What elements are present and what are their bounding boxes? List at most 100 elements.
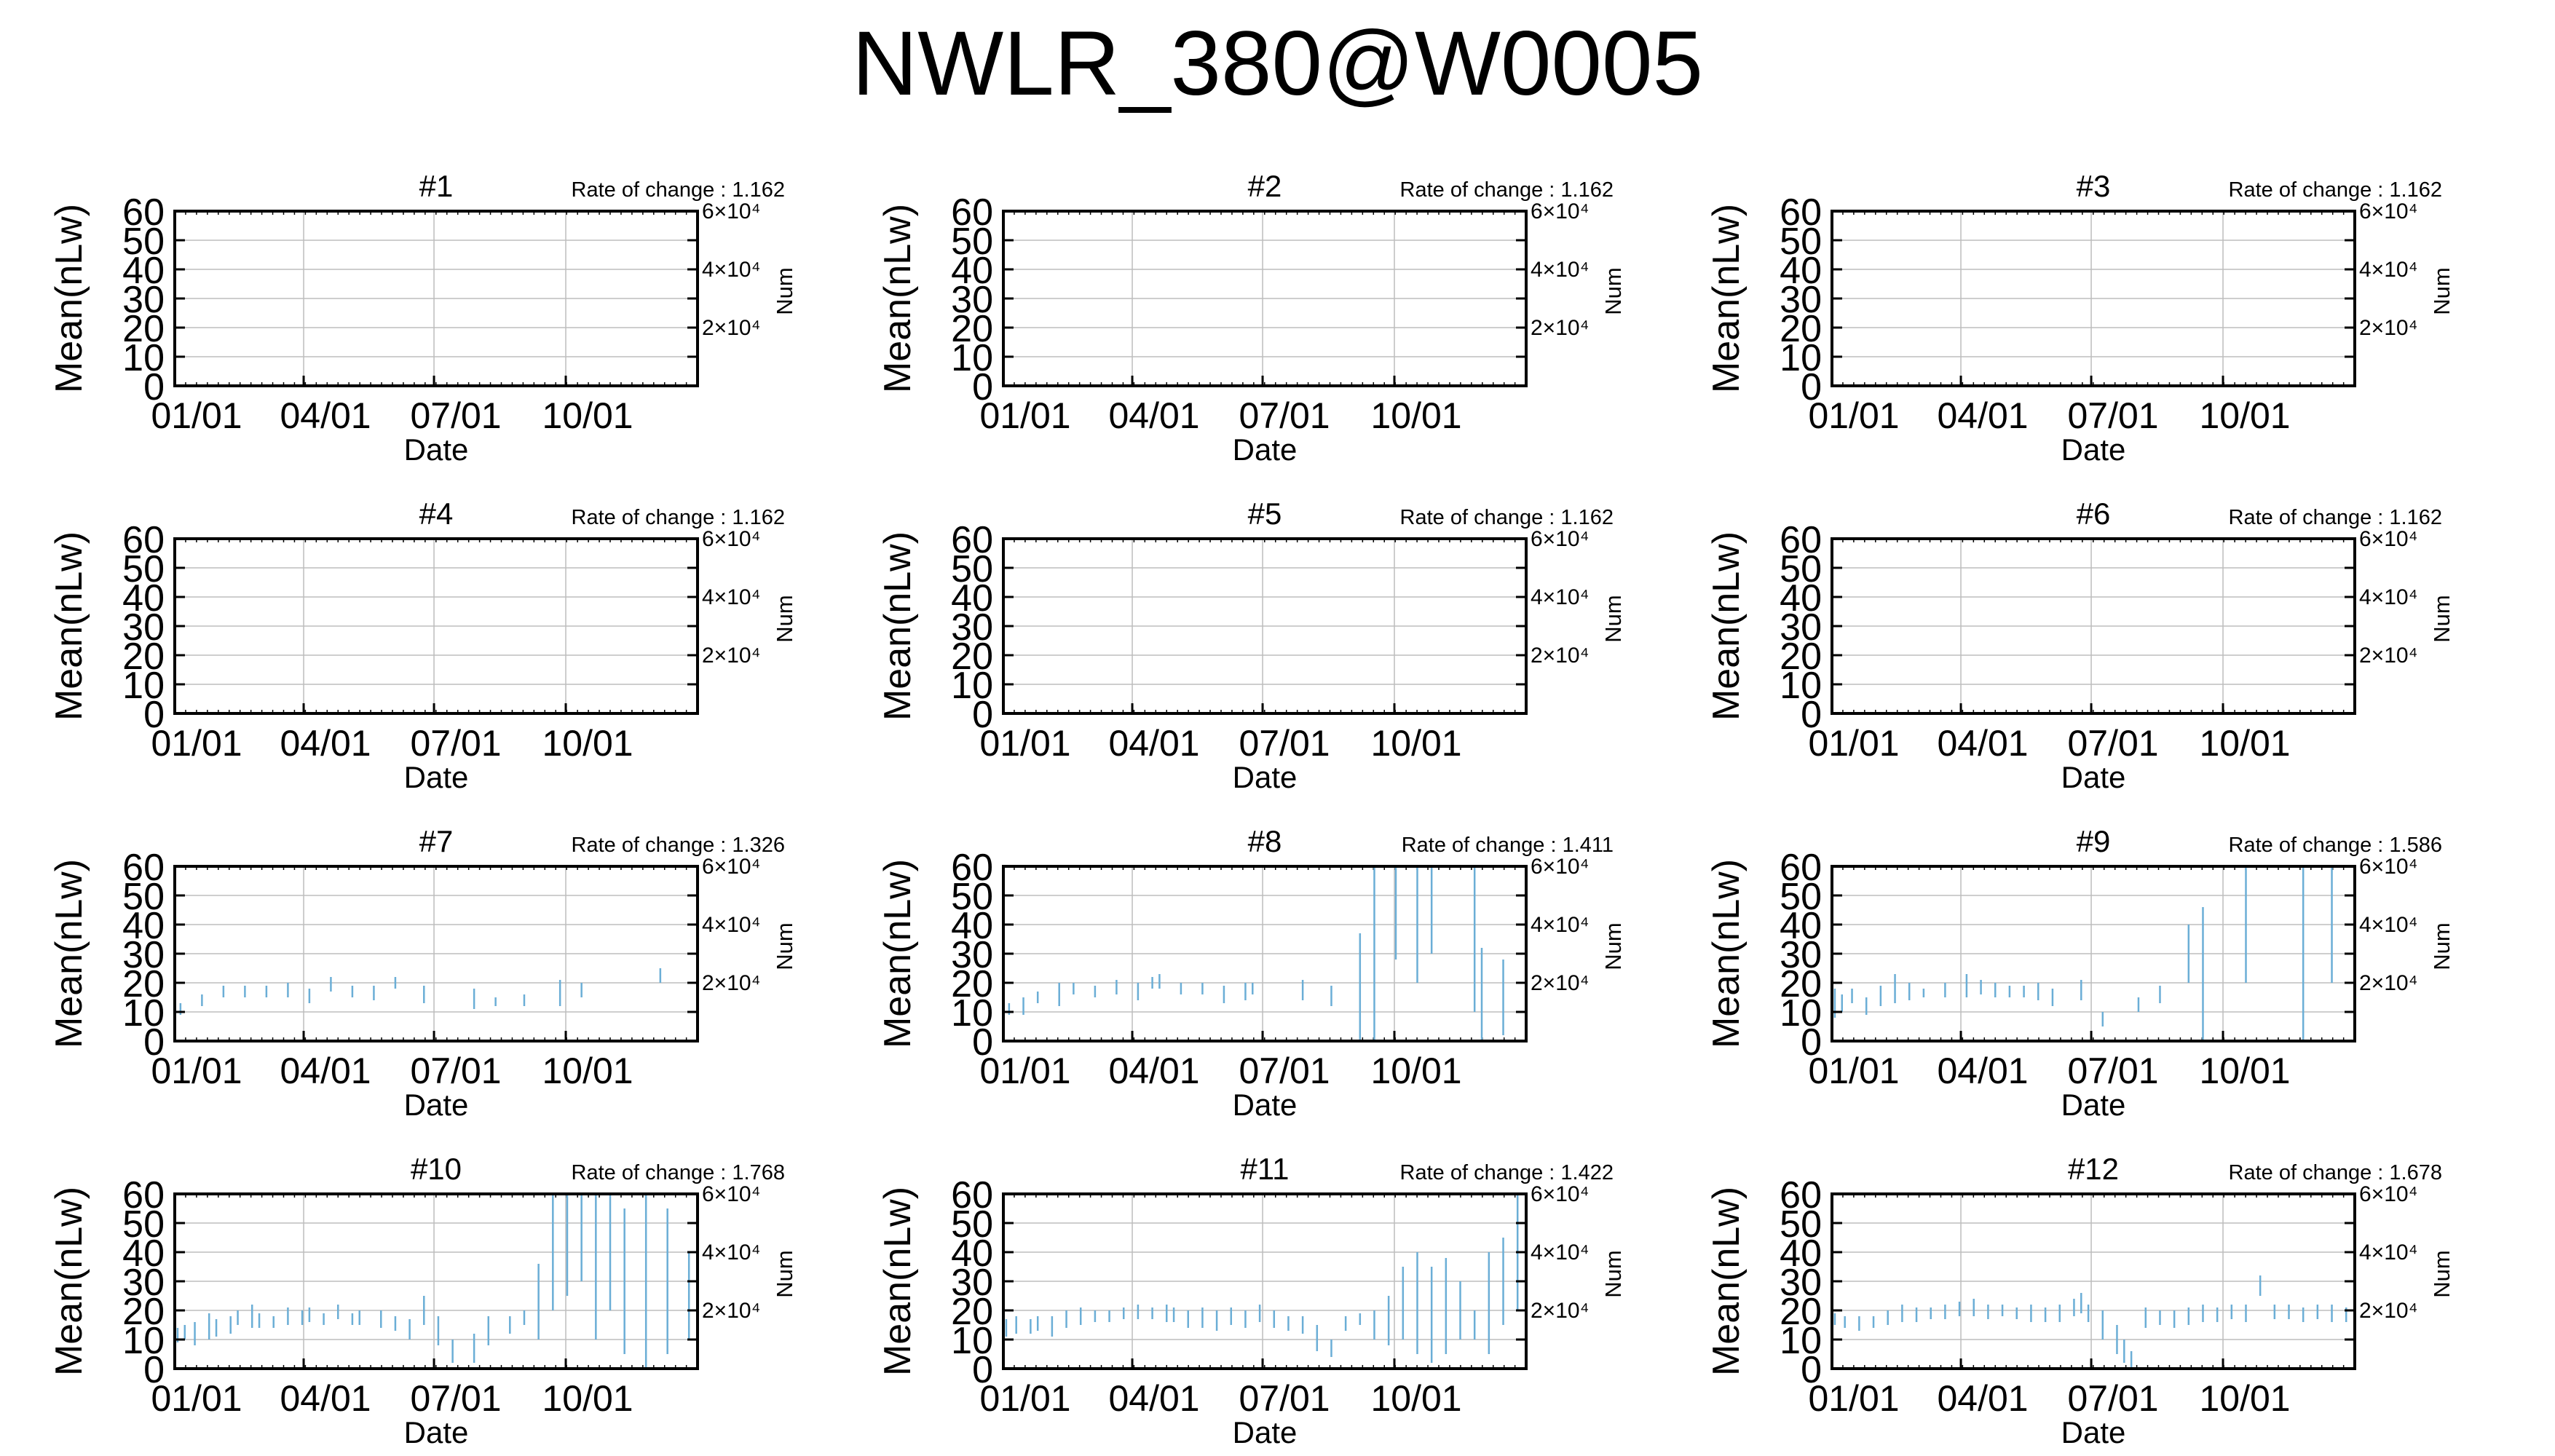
y-tick-label: 0 xyxy=(1801,366,1822,408)
y-tick-label: 30 xyxy=(951,934,993,976)
y-tick-label: 0 xyxy=(1801,694,1822,736)
y2-axis-label: Num xyxy=(2429,922,2455,970)
y-axis-label: Mean(nLw) xyxy=(48,1187,90,1376)
y2-tick-label: 4×10⁴ xyxy=(2359,913,2417,937)
y2-tick-label: 4×10⁴ xyxy=(1531,1241,1589,1265)
y-tick-label: 50 xyxy=(1780,1203,1822,1246)
y2-tick-label: 6×10⁴ xyxy=(2359,855,2417,879)
x-axis-label: Date xyxy=(2061,432,2126,467)
x-tick-label: 07/01 xyxy=(2067,395,2158,436)
y2-axis-label: Num xyxy=(2429,267,2455,314)
x-tick-label: 10/01 xyxy=(542,723,633,764)
x-tick-label: 04/01 xyxy=(280,723,371,764)
y-tick-label: 0 xyxy=(1801,1349,1822,1391)
y-tick-label: 40 xyxy=(122,1233,165,1275)
y-axis-label: Mean(nLw) xyxy=(1705,204,1748,393)
y-tick-label: 40 xyxy=(1780,577,1822,620)
x-tick-label: 01/01 xyxy=(1808,1378,1899,1419)
y-tick-label: 10 xyxy=(122,1320,165,1362)
x-axis-label: Date xyxy=(1233,1088,1298,1122)
y-tick-label: 20 xyxy=(951,1291,993,1333)
y-tick-label: 30 xyxy=(122,279,165,321)
x-axis-label: Date xyxy=(1233,760,1298,794)
y-tick-label: 30 xyxy=(1780,934,1822,976)
y-tick-label: 50 xyxy=(122,876,165,918)
x-tick-label: 10/01 xyxy=(1370,723,1461,764)
y-axis-label: Mean(nLw) xyxy=(877,1187,919,1376)
x-tick-label: 04/01 xyxy=(280,395,371,436)
y-tick-label: 40 xyxy=(951,1233,993,1275)
x-tick-label: 07/01 xyxy=(1239,1378,1330,1419)
y-tick-label: 10 xyxy=(951,1320,993,1362)
x-tick-label: 01/01 xyxy=(979,723,1070,764)
y-tick-label: 10 xyxy=(1780,337,1822,379)
y-tick-label: 0 xyxy=(972,1021,993,1064)
y-tick-label: 20 xyxy=(1780,636,1822,678)
y-tick-label: 30 xyxy=(122,934,165,976)
x-tick-label: 07/01 xyxy=(2067,1378,2158,1419)
x-tick-label: 04/01 xyxy=(1937,723,2028,764)
y-tick-label: 30 xyxy=(122,606,165,649)
x-tick-label: 04/01 xyxy=(1937,395,2028,436)
y2-axis-label: Num xyxy=(772,267,797,314)
y2-tick-label: 6×10⁴ xyxy=(1531,1182,1589,1206)
y2-tick-label: 6×10⁴ xyxy=(2359,1182,2417,1206)
subplot-title: #5 xyxy=(1248,496,1282,531)
x-tick-label: 01/01 xyxy=(979,1378,1070,1419)
y-tick-label: 10 xyxy=(122,665,165,707)
y-axis-label: Mean(nLw) xyxy=(48,531,90,721)
y-tick-label: 10 xyxy=(1780,992,1822,1034)
x-tick-label: 04/01 xyxy=(1108,1051,1199,1091)
y2-tick-label: 4×10⁴ xyxy=(1531,913,1589,937)
y2-tick-label: 2×10⁴ xyxy=(2359,316,2417,340)
y-tick-label: 60 xyxy=(1780,1174,1822,1216)
page-title: NWLR_380@W0005 xyxy=(851,13,1704,114)
subplot-title: #4 xyxy=(419,496,454,531)
y2-tick-label: 4×10⁴ xyxy=(2359,585,2417,609)
y-tick-label: 50 xyxy=(951,221,993,263)
y2-tick-label: 4×10⁴ xyxy=(702,585,760,609)
rate-of-change-label: Rate of change : 1.768 xyxy=(572,1161,785,1184)
y2-axis-label: Num xyxy=(1600,595,1626,642)
y-tick-label: 10 xyxy=(1780,1320,1822,1362)
x-tick-label: 10/01 xyxy=(2199,1051,2290,1091)
y2-tick-label: 2×10⁴ xyxy=(702,644,760,668)
subplot-title: #12 xyxy=(2068,1152,2119,1186)
y2-tick-label: 4×10⁴ xyxy=(2359,258,2417,282)
y2-tick-label: 6×10⁴ xyxy=(702,1182,760,1206)
rate-of-change-label: Rate of change : 1.162 xyxy=(2229,506,2442,529)
y-tick-label: 40 xyxy=(122,577,165,620)
y-tick-label: 30 xyxy=(1780,1262,1822,1304)
x-tick-label: 10/01 xyxy=(2199,1378,2290,1419)
y-tick-label: 0 xyxy=(143,366,165,408)
y2-axis-label: Num xyxy=(772,595,797,642)
y2-tick-label: 6×10⁴ xyxy=(1531,199,1589,223)
y-tick-label: 10 xyxy=(122,992,165,1034)
y-tick-label: 40 xyxy=(951,250,993,292)
x-tick-label: 10/01 xyxy=(1370,395,1461,436)
rate-of-change-label: Rate of change : 1.586 xyxy=(2229,834,2442,857)
y2-tick-label: 2×10⁴ xyxy=(702,316,760,340)
y-axis-label: Mean(nLw) xyxy=(1705,859,1748,1048)
y-tick-label: 20 xyxy=(1780,308,1822,350)
y2-tick-label: 6×10⁴ xyxy=(702,855,760,879)
y2-axis-label: Num xyxy=(2429,1250,2455,1297)
y-tick-label: 50 xyxy=(122,548,165,590)
y2-tick-label: 2×10⁴ xyxy=(1531,644,1589,668)
rate-of-change-label: Rate of change : 1.162 xyxy=(1400,178,1614,202)
y-tick-label: 60 xyxy=(122,191,165,234)
x-axis-label: Date xyxy=(1233,1415,1298,1449)
x-tick-label: 10/01 xyxy=(542,1051,633,1091)
rate-of-change-label: Rate of change : 1.162 xyxy=(1400,506,1614,529)
y-axis-label: Mean(nLw) xyxy=(48,204,90,393)
y-tick-label: 30 xyxy=(951,606,993,649)
y-tick-label: 0 xyxy=(143,694,165,736)
